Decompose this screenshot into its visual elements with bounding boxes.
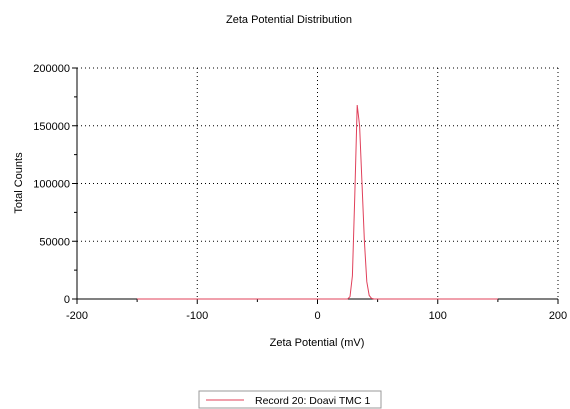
series-line-0	[137, 104, 498, 300]
x-axis-title: Zeta Potential (mV)	[270, 337, 365, 349]
y-tick-label: 150000	[33, 121, 70, 133]
legend-label: Record 20: Doavi TMC 1	[255, 395, 371, 407]
x-tick-label: 200	[549, 310, 567, 322]
y-tick-label: 200000	[33, 63, 70, 75]
x-tick-label: 0	[314, 310, 320, 322]
legend-box	[198, 390, 382, 409]
y-tick-label: 100000	[33, 179, 70, 191]
y-tick-label: 0	[64, 294, 70, 306]
series-layer	[137, 104, 498, 300]
y-tick-label: 50000	[39, 236, 70, 248]
x-tick-label: -200	[66, 310, 88, 322]
y-axis-title: Total Counts	[13, 152, 25, 214]
chart-title: Zeta Potential Distribution	[226, 14, 352, 26]
grid-layer	[77, 67, 559, 299]
x-tick-label: -100	[186, 310, 208, 322]
x-tick-label: 100	[429, 310, 447, 322]
legend: Record 20: Doavi TMC 1	[198, 390, 382, 409]
tick-layer: -200 -100 0 100 200 0 50000 100000 150000 200000	[33, 63, 567, 322]
